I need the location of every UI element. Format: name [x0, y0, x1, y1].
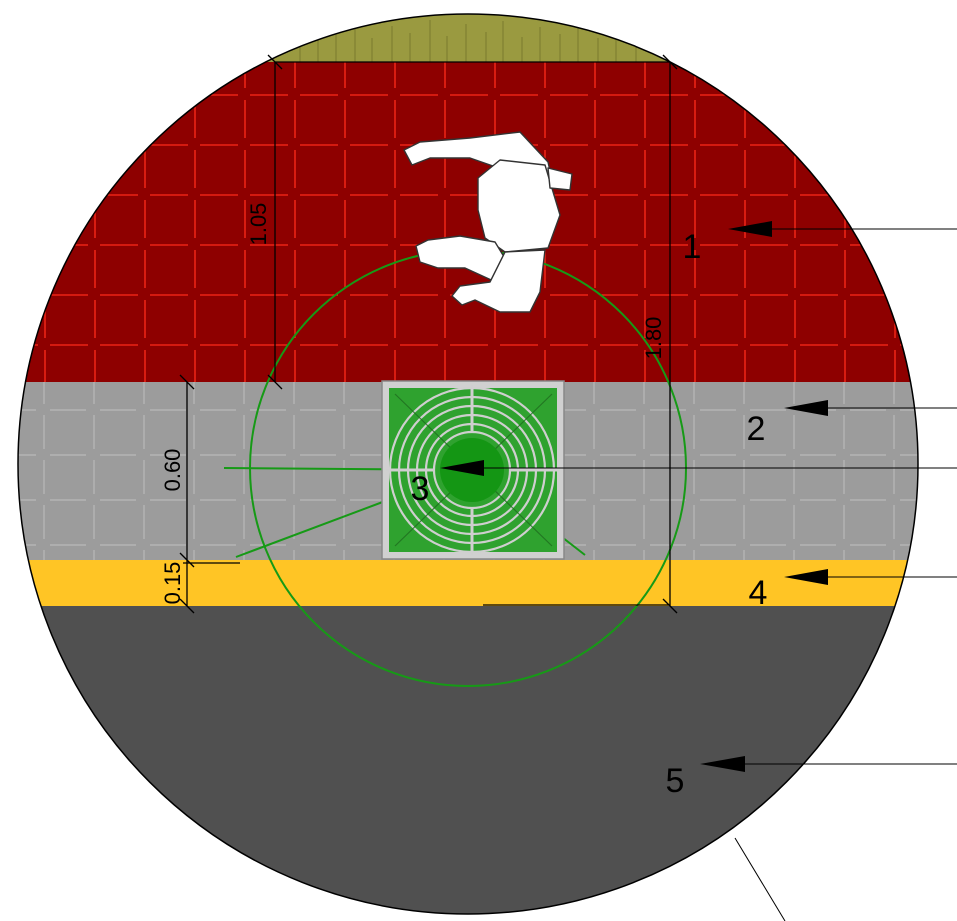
callout-3: 3: [411, 470, 430, 508]
green-strip-texture: [299, 20, 637, 62]
dimension-1-80: 1.80: [641, 317, 666, 360]
section-circle-outline: [17, 13, 919, 915]
bike-lane-grid: [18, 62, 918, 382]
callout-2: 2: [747, 410, 766, 448]
cyclist-icon: [403, 131, 573, 313]
dimension-0-15: 0.15: [160, 562, 185, 605]
green-strip: [18, 14, 918, 62]
dimension-0-60: 0.60: [160, 449, 185, 492]
callout-5: 5: [666, 762, 685, 800]
callout-1: 1: [683, 228, 702, 266]
tree-grate-icon: [381, 380, 565, 560]
callout-4: 4: [749, 574, 768, 612]
callout-arrowheads: [440, 221, 828, 772]
curb-stripe: [18, 560, 918, 606]
callout-leaders: [460, 228, 957, 921]
dimension-lines: [179, 54, 678, 614]
dimension-1-05: 1.05: [246, 203, 271, 246]
